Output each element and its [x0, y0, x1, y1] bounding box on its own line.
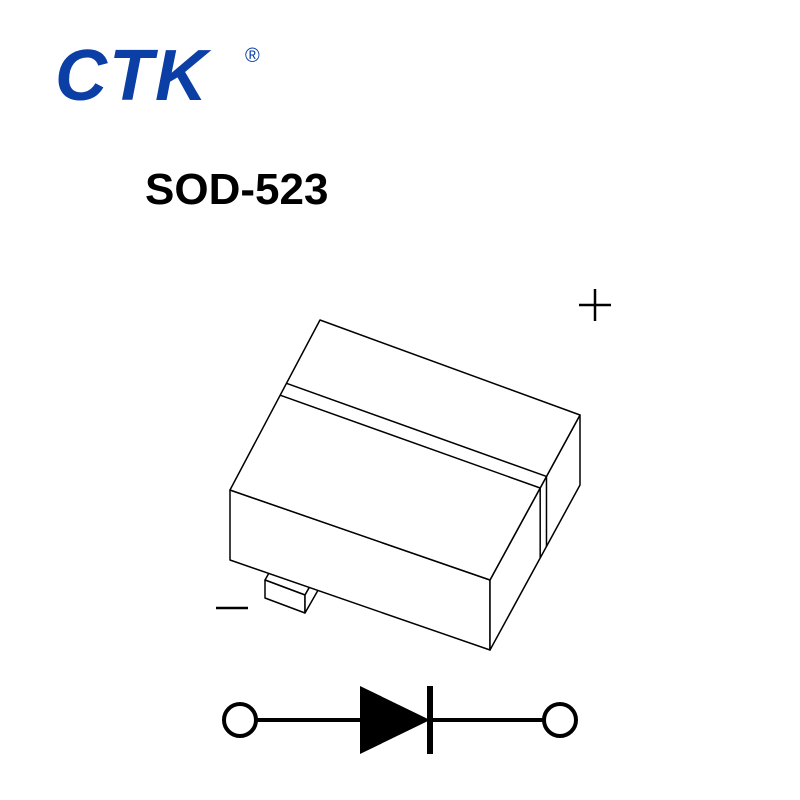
diode-schematic-symbol: [220, 680, 600, 770]
logo-text: CTK: [55, 36, 209, 116]
part-title: SOD-523: [145, 165, 328, 215]
logo: CTK ®: [55, 35, 209, 117]
logo-registered: ®: [245, 45, 260, 68]
package-diagram: [150, 250, 650, 670]
